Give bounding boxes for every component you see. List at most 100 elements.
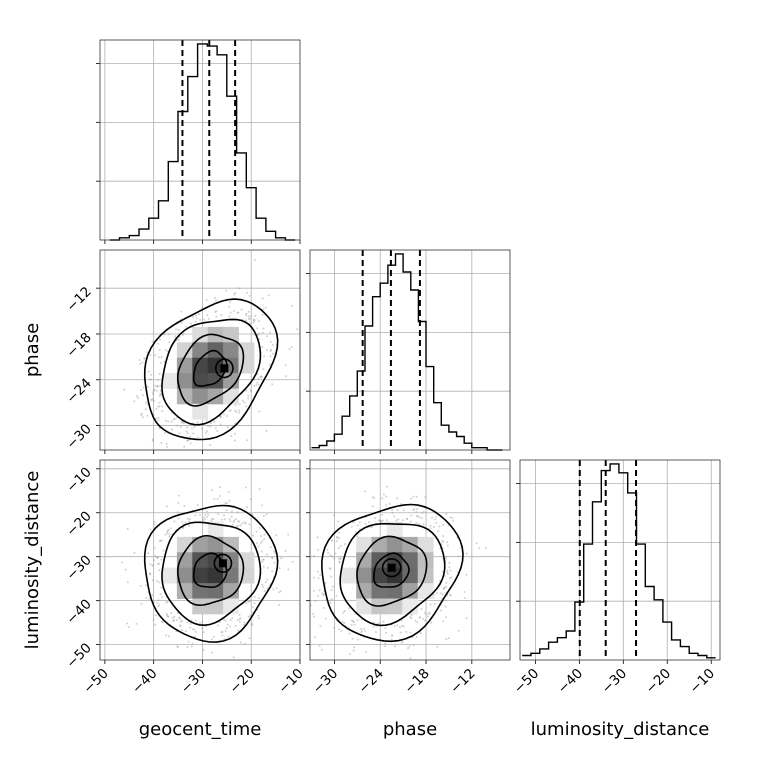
sample-point [262, 585, 265, 588]
sample-point [157, 419, 160, 422]
density-cell [417, 583, 434, 599]
sample-point [369, 526, 372, 529]
sample-point [364, 630, 367, 633]
sample-point [431, 516, 433, 519]
sample-point [381, 519, 384, 522]
sample-point [379, 521, 382, 524]
peak-cell [218, 559, 227, 568]
sample-point [229, 619, 232, 622]
sample-point [157, 379, 160, 382]
sample-point [253, 319, 256, 322]
sample-point [235, 410, 238, 413]
sample-point [412, 644, 415, 647]
sample-point [269, 546, 272, 549]
sample-point [165, 601, 168, 604]
sample-point [216, 429, 219, 432]
sample-point [166, 615, 169, 618]
sample-point [271, 352, 274, 355]
sample-point [216, 497, 219, 500]
sample-point [287, 568, 290, 571]
sample-point [161, 405, 164, 408]
sample-point [160, 539, 163, 542]
sample-point [151, 438, 154, 441]
sample-point [189, 626, 192, 629]
sample-point [258, 488, 261, 491]
sample-point [271, 557, 274, 560]
sample-point [146, 351, 149, 354]
sample-point [147, 370, 150, 373]
sample-point [457, 555, 460, 558]
contour-line [356, 535, 428, 607]
sample-point [269, 355, 272, 358]
density-cell [238, 552, 255, 569]
sample-point [186, 517, 189, 520]
sample-point [336, 537, 339, 540]
sample-point [158, 372, 161, 375]
sample-point [253, 319, 256, 321]
sample-point [399, 631, 402, 634]
sample-point [141, 361, 144, 364]
sample-point [248, 600, 250, 603]
sample-point [220, 416, 222, 419]
sample-point [139, 584, 142, 587]
sample-point [378, 519, 381, 522]
panel-frame [309, 249, 511, 451]
sample-point [252, 534, 255, 537]
sample-point [186, 426, 189, 429]
sample-point [149, 378, 151, 381]
sample-point [442, 540, 445, 543]
sample-point [263, 533, 266, 536]
sample-point [287, 533, 290, 536]
sample-point [322, 607, 325, 609]
sample-point [155, 389, 158, 392]
sample-point [465, 617, 468, 620]
sample-point [181, 520, 184, 523]
sample-point [171, 616, 174, 619]
sample-point [177, 517, 180, 520]
sample-point [324, 617, 327, 620]
sample-point [170, 612, 173, 615]
sample-point [414, 619, 417, 622]
sample-point [237, 629, 240, 632]
sample-point [230, 435, 233, 437]
sample-point [171, 428, 174, 431]
sample-point [420, 608, 423, 610]
sample-point [350, 619, 353, 622]
sample-point [250, 622, 253, 625]
sample-point [166, 612, 168, 615]
density-cell [223, 598, 239, 615]
sample-point [271, 570, 274, 573]
sample-point [448, 566, 451, 569]
sample-point [317, 548, 320, 551]
sample-point [410, 497, 413, 500]
sample-point [329, 601, 332, 604]
sample-point [449, 577, 451, 580]
sample-point [247, 310, 250, 313]
sample-point [151, 399, 154, 402]
sample-point [343, 622, 346, 624]
sample-point [177, 502, 180, 504]
sample-point [357, 638, 360, 641]
sample-point [422, 523, 425, 526]
peak-contour [214, 358, 234, 379]
density-cell [192, 598, 209, 615]
sample-point [214, 296, 217, 299]
sample-point [203, 318, 206, 321]
sample-point [215, 310, 218, 313]
sample-point [424, 619, 426, 622]
sample-point [191, 642, 194, 645]
sample-point [159, 384, 162, 387]
sample-point [158, 569, 161, 572]
sample-point [245, 602, 248, 605]
sample-point [290, 345, 293, 348]
sample-point [121, 561, 124, 564]
sample-point [266, 578, 269, 581]
density-cell [192, 536, 209, 553]
sample-point [378, 519, 381, 522]
sample-point [382, 493, 385, 496]
sample-point [446, 572, 449, 575]
peak-cell [220, 364, 229, 373]
sample-point [401, 640, 404, 643]
sample-point [222, 618, 225, 621]
